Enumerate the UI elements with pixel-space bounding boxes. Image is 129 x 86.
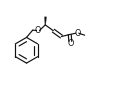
Text: O: O [35, 26, 41, 35]
Text: O: O [74, 29, 80, 38]
Polygon shape [45, 17, 47, 25]
Text: O: O [67, 39, 74, 48]
